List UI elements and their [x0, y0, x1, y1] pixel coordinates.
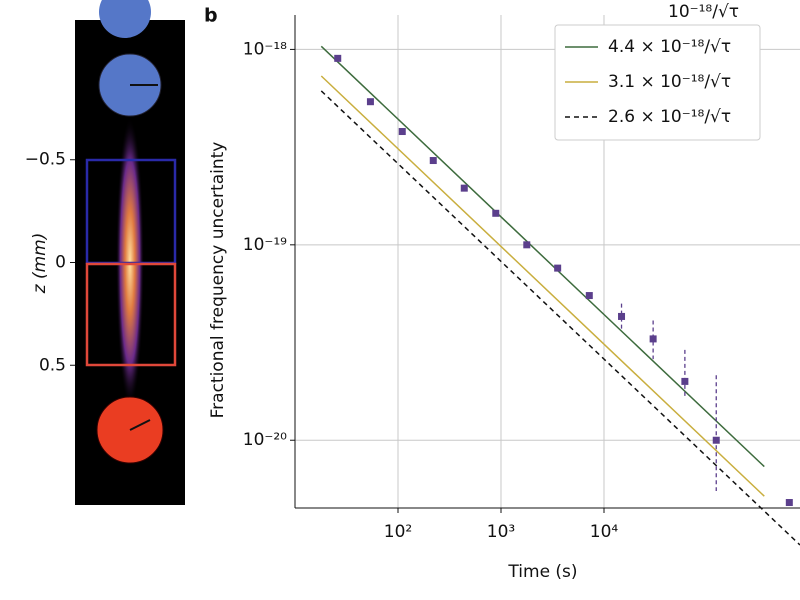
- legend-box: [554, 24, 761, 141]
- legend-label: 2.6 × 10⁻¹⁸/√τ: [608, 107, 731, 127]
- data-point: [460, 184, 468, 192]
- plot-area: 10² 10³ 10⁴ 10⁻¹⁸ 10⁻¹⁹ 10⁻²⁰ Time (s) Fraction…: [208, 2, 800, 582]
- data-point: [785, 499, 793, 507]
- data-point: [649, 335, 657, 343]
- y-tick-label: −0.5: [25, 150, 66, 170]
- y-axis-label: Fractional frequency uncertainty: [208, 142, 228, 419]
- fit-line: [320, 75, 765, 497]
- x-tick-label: 10²: [384, 522, 412, 542]
- legend-label: 4.4 × 10⁻¹⁸/√τ: [608, 37, 731, 57]
- panel-letter: b: [204, 5, 218, 27]
- y-tick-label: 10⁻¹⁸: [243, 39, 287, 59]
- data-point: [492, 209, 500, 217]
- annotation: 10⁻¹⁸/√τ: [668, 2, 739, 22]
- fit-line: [320, 90, 800, 546]
- data-point: [429, 157, 437, 165]
- data-point: [334, 54, 342, 62]
- data-point: [523, 241, 531, 249]
- data-point: [712, 436, 720, 444]
- x-tick-label: 10³: [487, 522, 515, 542]
- data-point: [618, 312, 626, 320]
- data-point: [585, 292, 593, 300]
- data-point: [681, 377, 689, 385]
- y-tick-label: 10⁻²⁰: [243, 430, 287, 450]
- y-tick-label: 0.5: [39, 355, 66, 375]
- y-tick-label: 0: [55, 253, 66, 273]
- data-point: [398, 128, 406, 136]
- x-axis-label: Time (s): [507, 562, 577, 582]
- data-point: [366, 98, 374, 106]
- legend-label: 3.1 × 10⁻¹⁸/√τ: [608, 72, 731, 92]
- trap-image: [75, 0, 185, 505]
- data-point: [554, 264, 562, 272]
- x-tick-label: 10⁴: [590, 522, 619, 542]
- fit-line: [320, 45, 765, 468]
- y-axis-label: z (mm): [30, 233, 50, 295]
- y-tick-label: 10⁻¹⁹: [243, 235, 287, 255]
